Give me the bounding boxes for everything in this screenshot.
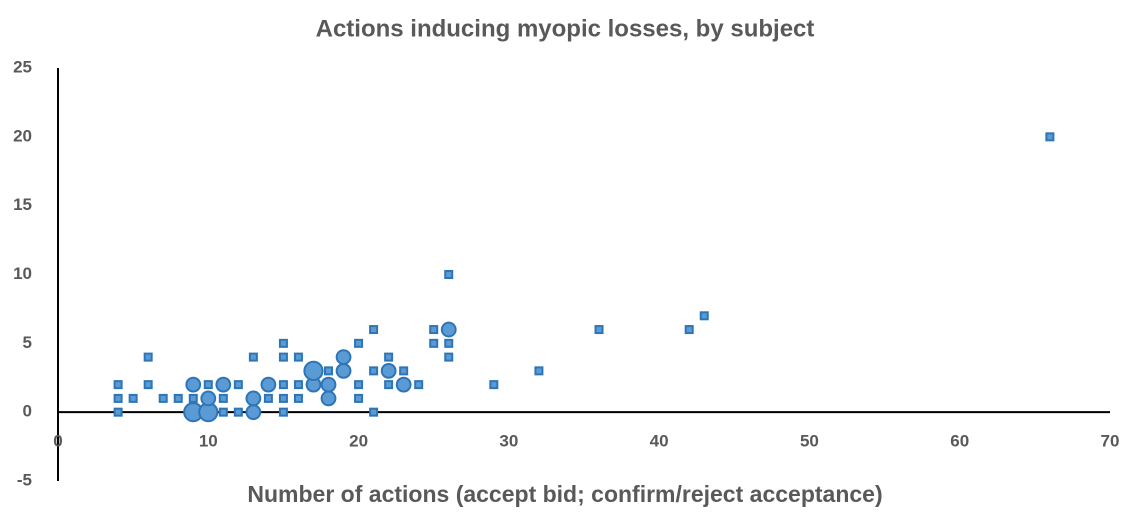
point xyxy=(278,407,288,417)
point xyxy=(158,393,168,403)
point xyxy=(113,407,123,417)
point xyxy=(278,380,288,390)
point xyxy=(1045,132,1055,142)
point xyxy=(278,393,288,403)
point xyxy=(320,390,337,407)
y-tick-label: 15 xyxy=(13,195,32,214)
point xyxy=(203,380,213,390)
point xyxy=(354,393,364,403)
x-tick-label: 50 xyxy=(800,432,819,451)
point xyxy=(233,380,243,390)
y-tick-label: 5 xyxy=(23,333,32,352)
x-tick-label: 40 xyxy=(650,432,669,451)
point xyxy=(369,325,379,335)
point xyxy=(143,380,153,390)
x-tick-label: 20 xyxy=(349,432,368,451)
point xyxy=(215,376,232,393)
point xyxy=(233,407,243,417)
point xyxy=(113,380,123,390)
point xyxy=(128,393,138,403)
point xyxy=(399,366,409,376)
y-tick-label: 20 xyxy=(13,126,32,145)
x-axis-title: Number of actions (accept bid; confirm/r… xyxy=(247,481,882,507)
point xyxy=(245,390,262,407)
point xyxy=(444,270,454,279)
point xyxy=(218,407,228,417)
y-tick-label: 25 xyxy=(13,57,32,76)
point xyxy=(414,380,424,390)
point xyxy=(248,352,258,362)
point xyxy=(188,393,198,403)
point xyxy=(200,390,217,407)
x-tick-label: 70 xyxy=(1101,432,1120,451)
point xyxy=(384,352,394,362)
point xyxy=(335,349,352,366)
x-tick-label: 60 xyxy=(950,432,969,451)
point xyxy=(143,352,153,362)
point xyxy=(354,338,364,348)
point xyxy=(278,352,288,362)
y-tick-label: 10 xyxy=(13,264,32,283)
x-tick-label: 0 xyxy=(53,432,62,451)
point xyxy=(335,362,352,379)
point xyxy=(320,376,337,393)
point xyxy=(444,338,454,348)
point xyxy=(369,366,379,376)
point xyxy=(324,366,334,376)
point xyxy=(444,352,454,362)
point xyxy=(278,338,288,348)
point xyxy=(594,325,604,335)
x-tick-label: 30 xyxy=(499,432,518,451)
point xyxy=(113,393,123,403)
point xyxy=(173,393,183,403)
point xyxy=(293,393,303,403)
y-tick-label: 0 xyxy=(23,402,32,421)
point xyxy=(263,393,273,403)
point xyxy=(303,360,324,381)
point xyxy=(395,376,412,393)
point xyxy=(684,325,694,335)
point xyxy=(218,393,228,403)
point xyxy=(429,338,439,348)
point xyxy=(245,404,262,421)
point xyxy=(534,366,544,376)
point xyxy=(429,325,439,335)
chart-title: Actions inducing myopic losses, by subje… xyxy=(316,15,815,42)
point xyxy=(384,380,394,390)
point xyxy=(380,362,397,379)
y-tick-label: -5 xyxy=(17,470,32,489)
point xyxy=(293,352,303,362)
point xyxy=(260,376,277,393)
point xyxy=(440,321,457,338)
x-tick-label: 10 xyxy=(199,432,218,451)
point xyxy=(369,407,379,417)
point xyxy=(293,380,303,390)
point xyxy=(185,376,202,393)
point xyxy=(699,311,709,321)
point xyxy=(489,380,499,390)
point xyxy=(354,380,364,390)
